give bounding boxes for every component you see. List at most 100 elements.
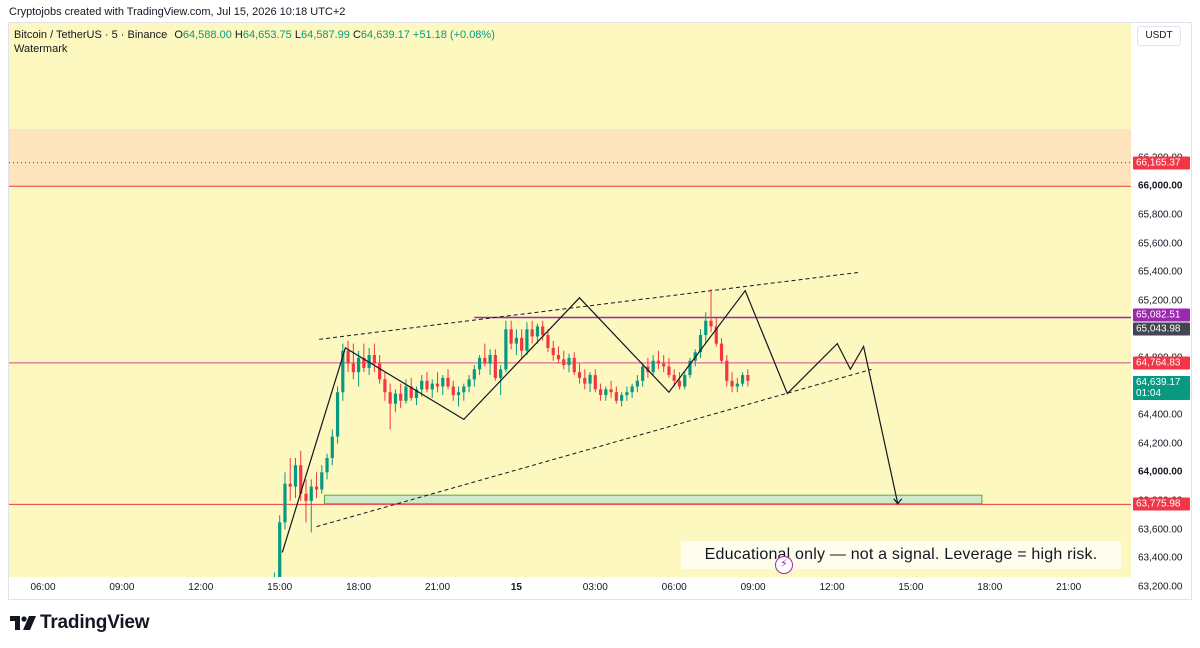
symbol-title[interactable]: Bitcoin / TetherUS · 5 · Binance [14, 29, 168, 41]
tradingview-logo-icon [10, 614, 36, 632]
candle-body-95 [593, 375, 597, 390]
candle-body-84 [535, 326, 540, 337]
lightning-event-icon[interactable]: ⚡ [775, 556, 793, 574]
educational-note: Educational only — not a signal. Leverag… [681, 541, 1121, 569]
time-tick-11: 15:00 [898, 582, 924, 593]
candle-body-109 [667, 366, 671, 376]
candle-body-54 [378, 363, 382, 380]
candle-body-116 [704, 320, 708, 336]
time-tick-9: 09:00 [740, 582, 766, 593]
candle-body-55 [383, 379, 387, 393]
time-tick-1: 09:00 [109, 582, 135, 593]
candle-body-65 [435, 383, 440, 387]
time-axis[interactable]: 06:00 09:00 12:00 15:00 18:00 21:00 15 03:00 06:… [9, 577, 1131, 599]
candle-body-57 [393, 393, 398, 404]
price-tick-16: 65,800.00 [1138, 209, 1183, 221]
brand-footer: TradingView [10, 612, 150, 634]
projection-path [281, 289, 899, 553]
plot-area[interactable]: Bitcoin / TetherUS · 5 · Binance O64,588… [9, 23, 1131, 577]
time-tick-3: 15:00 [267, 582, 293, 593]
candle-body-49 [351, 363, 355, 373]
candle-body-121 [730, 380, 734, 387]
candle-body-122 [735, 383, 739, 387]
high-value: 64,653.75 [242, 29, 292, 41]
candle-body-69 [456, 392, 461, 396]
candle-body-86 [546, 335, 550, 348]
time-tick-10: 12:00 [819, 582, 845, 593]
close-value: 64,639.17 [360, 29, 410, 41]
candle-body-98 [609, 389, 613, 393]
candle-body-112 [683, 375, 687, 387]
candle-body-66 [441, 377, 445, 387]
brand-name: TradingView [40, 612, 150, 633]
candle-body-35 [278, 522, 282, 577]
candle-body-103 [635, 380, 639, 387]
open-value: 64,588.00 [182, 29, 232, 41]
candle-body-64 [430, 383, 434, 390]
candle-body-38 [293, 465, 298, 487]
price-tag-5: 63,775.98 [1133, 497, 1190, 511]
candle-body-74 [483, 357, 487, 364]
premium-zone [9, 129, 1131, 187]
candle-body-90 [567, 357, 571, 366]
candle-body-52 [367, 355, 371, 368]
candle-body-72 [472, 369, 476, 380]
candle-body-81 [520, 337, 524, 351]
candle-body-107 [656, 360, 661, 364]
high-label: H [234, 29, 243, 41]
price-tick-3: 63,200.00 [1138, 581, 1183, 593]
price-tag-label: 65,043.98 [1136, 323, 1181, 335]
change-value: +51.18 (+0.08%) [412, 29, 495, 41]
chart-frame: Bitcoin / TetherUS · 5 · Binance O64,588… [8, 22, 1192, 600]
symbol-legend: Bitcoin / TetherUS · 5 · Binance O64,588… [14, 29, 495, 41]
time-tick-0: 06:00 [30, 582, 56, 593]
candle-body-94 [588, 375, 592, 384]
candle-body-77 [499, 369, 503, 378]
candle-body-97 [604, 389, 608, 396]
candle-body-62 [420, 380, 424, 390]
low-label: L [294, 29, 301, 41]
candle-body-36 [283, 483, 287, 523]
time-tick-8: 06:00 [661, 582, 687, 593]
currency-button[interactable]: USDT [1137, 26, 1181, 46]
candle-body-53 [372, 355, 376, 364]
candle-body-115 [698, 335, 703, 353]
candle-body-108 [662, 363, 666, 367]
price-tick-7: 64,000.00 [1138, 466, 1183, 478]
price-tag-label: 64,764.83 [1136, 357, 1181, 369]
candle-body-88 [556, 355, 561, 360]
candle-body-37 [288, 483, 292, 487]
candle-body-101 [625, 392, 629, 396]
candle-body-93 [583, 377, 587, 384]
candle-body-42 [314, 486, 319, 490]
price-tick-17: 66,000.00 [1138, 180, 1183, 192]
candle-body-58 [399, 393, 403, 401]
candle-body-43 [320, 472, 324, 490]
price-tick-15: 65,600.00 [1138, 238, 1183, 249]
candle-body-118 [714, 326, 718, 344]
candle-body-68 [451, 386, 455, 396]
candle-body-51 [362, 357, 366, 368]
price-tag-4: 64,639.17 01:04 [1133, 375, 1190, 400]
candle-body-40 [304, 493, 308, 501]
candle-body-119 [719, 343, 724, 361]
price-tag-label: 65,082.51 [1136, 309, 1181, 320]
candle-body-87 [551, 347, 555, 356]
candle-body-45 [330, 436, 334, 458]
candle-body-41 [309, 486, 313, 501]
candle-body-59 [404, 386, 408, 401]
price-tag-label: 63,775.98 [1136, 498, 1181, 510]
chart-svg[interactable] [9, 23, 1131, 577]
price-axis[interactable]: USDT 63,200.0063,400.0063,600.0063,800.0… [1131, 23, 1191, 599]
price-tick-14: 65,400.00 [1138, 266, 1183, 278]
price-tick-4: 63,400.00 [1138, 552, 1183, 564]
price-tick-8: 64,200.00 [1138, 438, 1183, 450]
watermark-label: Watermark [14, 43, 68, 55]
candle-body-50 [357, 357, 361, 373]
publish-credit: Cryptojobs created with TradingView.com,… [9, 6, 346, 18]
price-tag-2: 65,043.98 [1133, 322, 1190, 336]
price-tag-3: 64,764.83 [1133, 356, 1190, 370]
candle-body-80 [514, 337, 518, 344]
candle-body-60 [409, 386, 413, 398]
